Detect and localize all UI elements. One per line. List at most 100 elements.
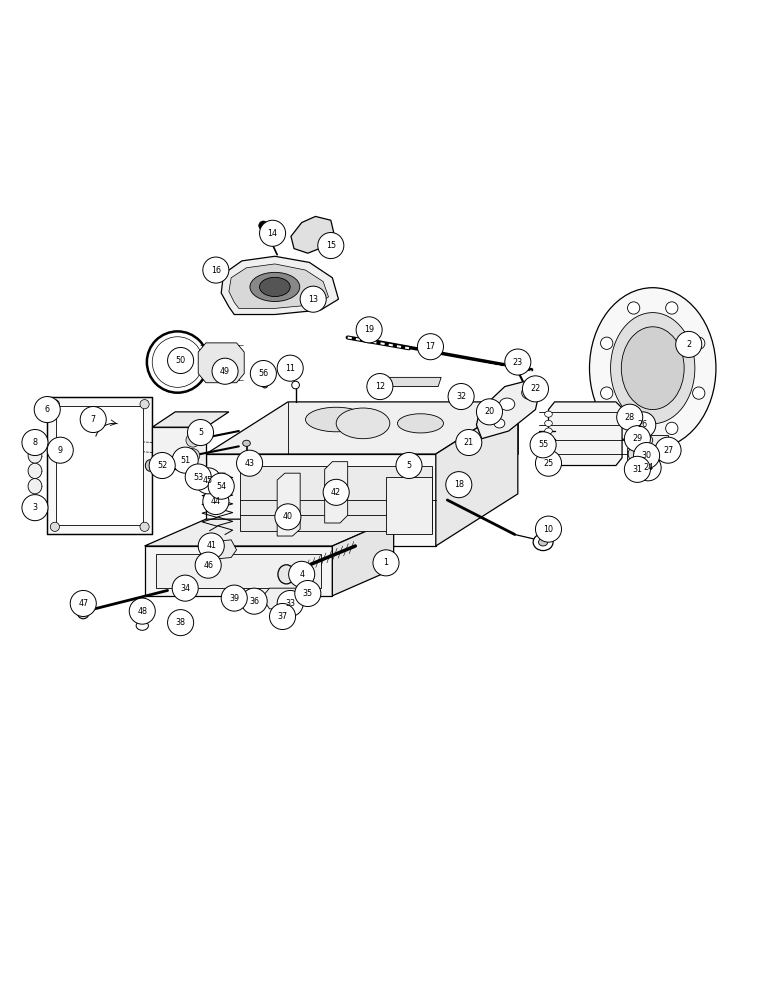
Ellipse shape	[249, 597, 255, 602]
Text: 16: 16	[211, 266, 221, 275]
Circle shape	[300, 286, 327, 312]
Polygon shape	[56, 406, 143, 525]
Polygon shape	[291, 216, 334, 253]
Circle shape	[476, 399, 503, 425]
Text: 27: 27	[663, 446, 673, 455]
Polygon shape	[206, 454, 436, 546]
Text: 47: 47	[78, 599, 88, 608]
Ellipse shape	[250, 272, 300, 301]
Text: 7: 7	[90, 415, 96, 424]
Ellipse shape	[306, 407, 367, 432]
Polygon shape	[206, 402, 518, 454]
Ellipse shape	[590, 288, 716, 449]
Polygon shape	[548, 402, 622, 466]
Polygon shape	[144, 519, 394, 546]
Text: 29: 29	[632, 434, 642, 443]
Text: 39: 39	[229, 594, 239, 603]
Circle shape	[129, 598, 155, 624]
Ellipse shape	[28, 463, 42, 479]
Text: 40: 40	[283, 512, 293, 521]
Text: 8: 8	[32, 438, 38, 447]
Text: 42: 42	[331, 488, 341, 497]
Polygon shape	[208, 540, 236, 560]
Circle shape	[188, 420, 214, 446]
Text: 55: 55	[538, 440, 548, 449]
Polygon shape	[222, 256, 338, 315]
Ellipse shape	[178, 454, 192, 466]
Ellipse shape	[659, 449, 665, 459]
Circle shape	[448, 384, 474, 410]
Circle shape	[22, 429, 48, 456]
Polygon shape	[631, 435, 668, 445]
Ellipse shape	[644, 438, 650, 443]
Circle shape	[277, 355, 303, 381]
Circle shape	[530, 432, 556, 458]
Polygon shape	[144, 546, 333, 596]
Ellipse shape	[30, 503, 39, 515]
Ellipse shape	[273, 614, 287, 623]
Ellipse shape	[611, 313, 695, 424]
Circle shape	[195, 468, 222, 494]
Circle shape	[186, 433, 200, 447]
Polygon shape	[371, 377, 441, 387]
Text: 34: 34	[180, 584, 190, 593]
Ellipse shape	[545, 428, 552, 434]
Ellipse shape	[218, 481, 224, 485]
Text: 48: 48	[137, 607, 147, 616]
Circle shape	[601, 337, 613, 349]
Ellipse shape	[295, 591, 312, 605]
Circle shape	[628, 422, 640, 434]
Polygon shape	[628, 448, 673, 460]
Text: 21: 21	[464, 438, 474, 447]
Circle shape	[505, 349, 531, 375]
Text: 1: 1	[384, 558, 388, 567]
Ellipse shape	[193, 473, 198, 478]
Circle shape	[198, 533, 225, 559]
Circle shape	[168, 347, 194, 374]
Circle shape	[692, 337, 705, 349]
Ellipse shape	[262, 382, 268, 388]
Circle shape	[50, 522, 59, 531]
Text: 14: 14	[268, 229, 278, 238]
Ellipse shape	[539, 538, 547, 546]
Circle shape	[289, 561, 315, 587]
Circle shape	[80, 406, 107, 433]
Circle shape	[208, 473, 234, 499]
Circle shape	[635, 455, 661, 481]
Ellipse shape	[641, 449, 652, 459]
Circle shape	[295, 580, 321, 607]
Text: 6: 6	[45, 405, 49, 414]
Ellipse shape	[28, 433, 42, 448]
Circle shape	[34, 397, 60, 423]
Ellipse shape	[28, 448, 42, 463]
Circle shape	[222, 585, 247, 611]
Ellipse shape	[545, 437, 552, 443]
Circle shape	[250, 361, 276, 387]
Text: 53: 53	[193, 473, 203, 482]
Circle shape	[396, 452, 422, 479]
Text: 44: 44	[211, 497, 221, 506]
Text: 24: 24	[643, 463, 653, 472]
Text: 28: 28	[625, 413, 635, 422]
Circle shape	[676, 331, 702, 357]
Circle shape	[523, 376, 548, 402]
Ellipse shape	[621, 327, 684, 410]
Polygon shape	[156, 554, 321, 588]
Polygon shape	[333, 519, 394, 596]
Circle shape	[373, 550, 399, 576]
Polygon shape	[277, 473, 300, 536]
Circle shape	[203, 489, 229, 515]
Circle shape	[70, 590, 96, 616]
Text: 50: 50	[175, 356, 185, 365]
Polygon shape	[476, 381, 540, 439]
Circle shape	[665, 422, 678, 434]
Circle shape	[418, 334, 443, 360]
Text: 17: 17	[425, 342, 435, 351]
Circle shape	[601, 387, 613, 399]
Ellipse shape	[77, 605, 90, 619]
Circle shape	[367, 374, 393, 400]
Ellipse shape	[499, 398, 515, 410]
Circle shape	[195, 552, 222, 578]
Text: 45: 45	[203, 476, 213, 485]
Text: 32: 32	[456, 392, 466, 401]
